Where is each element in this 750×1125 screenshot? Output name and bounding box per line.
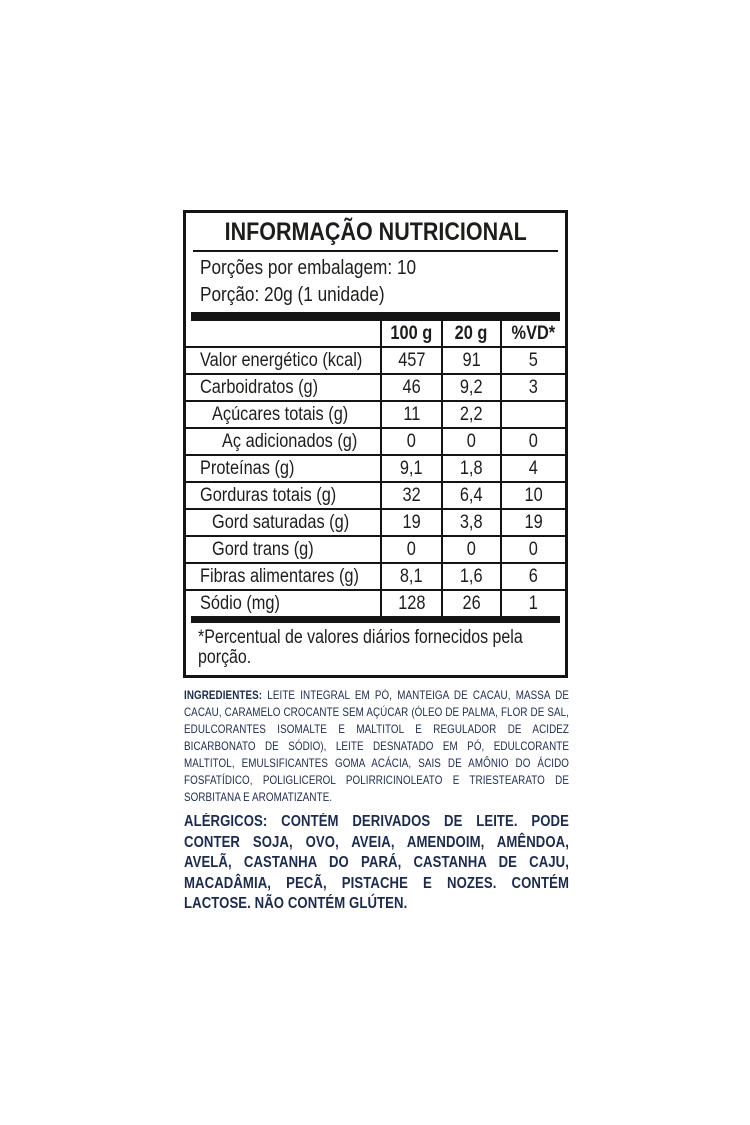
nutrient-label: Aç adicionados (g) bbox=[222, 431, 358, 452]
panel-title-text: INFORMAÇÃO NUTRICIONAL bbox=[224, 218, 527, 246]
nutrient-label: Gord trans (g) bbox=[212, 539, 314, 560]
value-per-100g: 46 bbox=[380, 374, 442, 401]
nutrient-row-carboidratos: Carboidratos (g) 46 9,2 3 bbox=[186, 374, 565, 401]
servings-per-package: Porções por embalagem: 10 bbox=[200, 257, 417, 279]
value-dv-percent: 10 bbox=[499, 482, 565, 509]
value-dv-percent: 3 bbox=[499, 374, 565, 401]
value-per-20g: 1,6 bbox=[440, 563, 501, 590]
nutrient-label: Proteínas (g) bbox=[200, 458, 295, 479]
nutrient-label: Carboidratos (g) bbox=[200, 377, 319, 398]
nutrient-row-gord-trans: Gord trans (g) 0 0 0 bbox=[186, 536, 565, 563]
value-dv-percent: 0 bbox=[499, 428, 565, 455]
nutrient-label: Valor energético (kcal) bbox=[200, 350, 363, 371]
nutrition-facts-panel: INFORMAÇÃO NUTRICIONAL Porções por embal… bbox=[183, 210, 568, 678]
value-per-100g: 32 bbox=[380, 482, 442, 509]
table-header-row: 100 g 20 g %VD* bbox=[186, 321, 565, 347]
nutrient-row-sodio: Sódio (mg) 128 26 1 bbox=[186, 590, 565, 616]
value-dv-percent: 5 bbox=[499, 347, 565, 374]
nutrition-table: 100 g 20 g %VD* Valor energético (kcal) … bbox=[186, 321, 565, 616]
ingredients-paragraph: INGREDIENTES: LEITE INTEGRAL EM PÓ, MANT… bbox=[184, 687, 569, 806]
value-per-100g: 8,1 bbox=[380, 563, 442, 590]
value-per-100g: 11 bbox=[380, 401, 442, 428]
column-header-20g: 20 g bbox=[440, 321, 501, 347]
nutrient-row-acucares-adicionados: Aç adicionados (g) 0 0 0 bbox=[186, 428, 565, 455]
ingredients-text: LEITE INTEGRAL EM PÓ, MANTEIGA DE CACAU,… bbox=[184, 689, 569, 804]
value-per-20g: 2,2 bbox=[440, 401, 501, 428]
value-per-20g: 9,2 bbox=[440, 374, 501, 401]
value-per-20g: 26 bbox=[440, 590, 501, 616]
value-per-100g: 9,1 bbox=[380, 455, 442, 482]
nutrient-label: Sódio (mg) bbox=[200, 593, 280, 614]
value-per-20g: 91 bbox=[440, 347, 501, 374]
nutrient-row-fibras: Fibras alimentares (g) 8,1 1,6 6 bbox=[186, 563, 565, 590]
thick-separator-top bbox=[191, 312, 560, 321]
nutrient-label: Fibras alimentares (g) bbox=[200, 566, 359, 587]
nutrient-row-gorduras-totais: Gorduras totais (g) 32 6,4 10 bbox=[186, 482, 565, 509]
column-header-100g: 100 g bbox=[380, 321, 442, 347]
nutrient-label: Gorduras totais (g) bbox=[200, 485, 337, 506]
nutrient-label: Açúcares totais (g) bbox=[212, 404, 349, 425]
value-per-20g: 0 bbox=[440, 536, 501, 563]
value-per-100g: 0 bbox=[380, 536, 442, 563]
serving-size: Porção: 20g (1 unidade) bbox=[200, 284, 385, 306]
value-per-20g: 6,4 bbox=[440, 482, 501, 509]
title-divider bbox=[193, 250, 558, 252]
nutrient-label: Gord saturadas (g) bbox=[212, 512, 350, 533]
value-per-100g: 128 bbox=[380, 590, 442, 616]
thick-separator-bottom bbox=[191, 616, 560, 623]
nutrient-row-proteinas: Proteínas (g) 9,1 1,8 4 bbox=[186, 455, 565, 482]
value-per-100g: 457 bbox=[380, 347, 442, 374]
value-dv-percent: 6 bbox=[499, 563, 565, 590]
ingredients-heading: INGREDIENTES: bbox=[184, 689, 263, 702]
allergens-section: ALÉRGICOS: CONTÉM DERIVADOS DE LEITE. PO… bbox=[184, 812, 569, 915]
nutrient-row-gord-saturadas: Gord saturadas (g) 19 3,8 19 bbox=[186, 509, 565, 536]
panel-title: INFORMAÇÃO NUTRICIONAL bbox=[186, 213, 565, 249]
value-dv-percent: 1 bbox=[499, 590, 565, 616]
value-per-100g: 0 bbox=[380, 428, 442, 455]
column-header-empty bbox=[186, 321, 381, 347]
value-dv-percent: 4 bbox=[499, 455, 565, 482]
allergens-paragraph: ALÉRGICOS: CONTÉM DERIVADOS DE LEITE. PO… bbox=[184, 813, 569, 913]
ingredients-section: INGREDIENTES: LEITE INTEGRAL EM PÓ, MANT… bbox=[184, 687, 569, 806]
value-dv-percent bbox=[499, 401, 565, 428]
nutrient-row-acucares-totais: Açúcares totais (g) 11 2,2 bbox=[186, 401, 565, 428]
column-header-dv: %VD* bbox=[499, 321, 565, 347]
value-per-100g: 19 bbox=[380, 509, 442, 536]
value-per-20g: 0 bbox=[440, 428, 501, 455]
value-dv-percent: 0 bbox=[499, 536, 565, 563]
daily-value-footnote: *Percentual de valores diários fornecido… bbox=[198, 627, 523, 668]
value-dv-percent: 19 bbox=[499, 509, 565, 536]
value-per-20g: 1,8 bbox=[440, 455, 501, 482]
value-per-20g: 3,8 bbox=[440, 509, 501, 536]
nutrient-row-energia: Valor energético (kcal) 457 91 5 bbox=[186, 347, 565, 374]
